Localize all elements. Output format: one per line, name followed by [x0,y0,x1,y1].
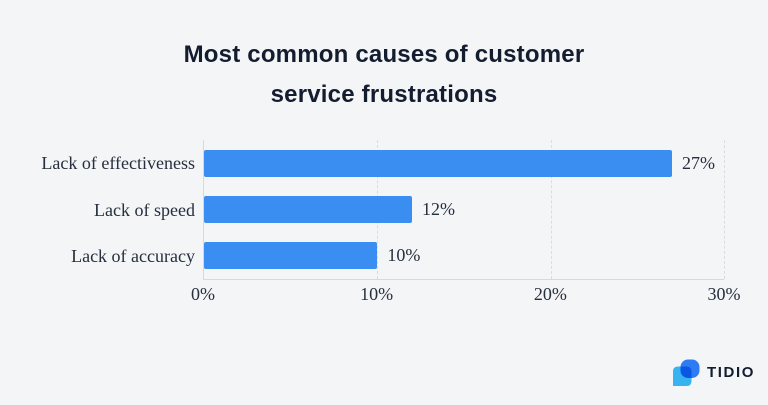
bar-value-label: 10% [387,245,421,266]
chart-title-line1: Most common causes of customer [183,41,585,68]
category-labels: Lack of effectiveness Lack of speed Lack… [0,140,195,280]
chart-title-line2: service frustrations [270,81,498,108]
bar-value-label: 12% [422,198,455,219]
bar-value-label: 27% [682,152,715,173]
dark-bubble-shape [680,359,700,378]
x-axis-tick-labels: 0% 10% 20% 30% [191,284,741,306]
tidio-logo-text: TIDIO [707,364,755,381]
x-tick: 0% [191,284,215,304]
x-tick: 10% [360,284,394,304]
category-label: Lack of accuracy [71,246,195,267]
bar-row: 27% [204,140,724,186]
bar-lack-of-speed [204,195,412,223]
tidio-logo: TIDIO [672,358,755,387]
tidio-chat-bubbles-icon [673,359,700,386]
chart-title: Most common causes of customer service f… [0,35,768,115]
x-tick: 30% [707,284,741,304]
gridline-30pct [724,140,725,279]
category-label: Lack of speed [94,199,195,220]
bar-chart-plot-area: 27% 12% 10% [203,140,725,280]
gridline-20pct [550,140,552,279]
bar-rows: 27% 12% 10% [204,140,724,279]
bar-lack-of-accuracy [204,242,378,270]
category-label: Lack of effectiveness [41,152,195,173]
x-tick: 20% [533,284,567,304]
bar-lack-of-effectiveness [204,149,672,177]
bar-row: 12% [204,186,724,232]
bar-row: 10% [204,233,724,279]
